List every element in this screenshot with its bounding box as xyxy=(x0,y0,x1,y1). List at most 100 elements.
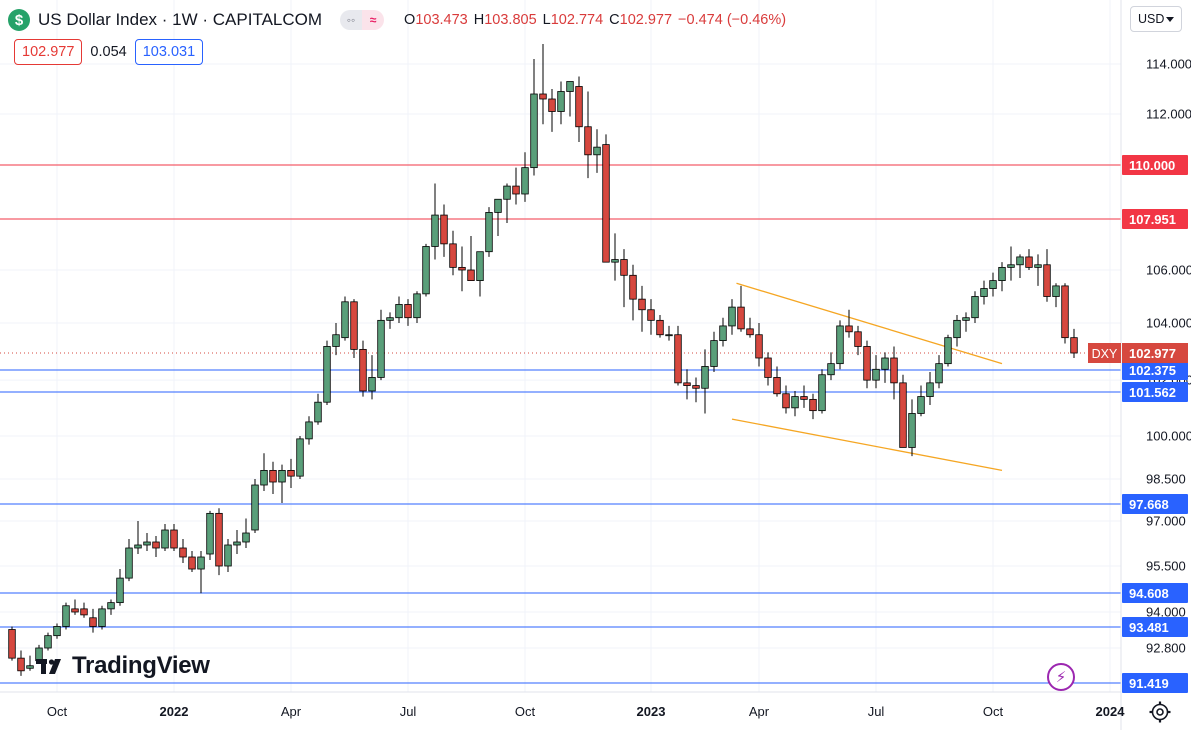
candle-body xyxy=(746,328,754,336)
candle-body xyxy=(323,346,331,403)
low-value: 102.774 xyxy=(550,12,604,28)
candle-body xyxy=(386,317,394,321)
candle xyxy=(386,312,394,329)
candle xyxy=(845,309,853,338)
x-tick-label: 2024 xyxy=(1096,704,1126,719)
change-value: −0.474 (−0.46%) xyxy=(678,12,787,28)
candle-body xyxy=(575,86,583,128)
candle xyxy=(287,458,295,489)
candle-body xyxy=(242,532,250,543)
candle-body xyxy=(881,357,889,370)
chart-type-toggle[interactable]: ◦◦ ≈ xyxy=(340,10,385,30)
currency-select[interactable]: USD xyxy=(1130,6,1182,32)
price-scale[interactable]: 92.80094.00095.50097.00098.500100.000102… xyxy=(1146,57,1191,656)
candle-body xyxy=(143,541,151,546)
candle xyxy=(647,299,655,335)
candle xyxy=(152,536,160,557)
candle xyxy=(188,551,196,573)
candle xyxy=(557,81,565,125)
candle-body xyxy=(719,325,727,341)
candle xyxy=(854,325,862,356)
candle-body xyxy=(1034,264,1042,268)
candle xyxy=(341,296,349,341)
candle-body xyxy=(521,167,529,195)
candle xyxy=(818,369,826,414)
candle xyxy=(449,230,457,276)
candle-body xyxy=(53,626,61,637)
candle xyxy=(260,453,268,492)
candle xyxy=(530,59,538,176)
y-tick-label: 98.500 xyxy=(1146,472,1186,487)
candle-body xyxy=(638,298,646,311)
lightning-icon[interactable]: ⚡ xyxy=(1047,663,1075,691)
candle-body xyxy=(116,577,124,604)
candle xyxy=(413,291,421,323)
candle xyxy=(26,655,34,671)
candle-body xyxy=(62,605,70,627)
candle-body xyxy=(431,214,439,247)
high-value: 103.805 xyxy=(484,12,537,28)
level-label-bg xyxy=(1122,155,1188,175)
symbol-title[interactable]: US Dollar Index · 1W · CAPITALCOM xyxy=(38,10,323,29)
candle-body xyxy=(944,337,952,365)
candle-body xyxy=(890,357,898,384)
current-price-label-bg xyxy=(1122,343,1188,363)
candle-body xyxy=(818,374,826,412)
buy-button[interactable]: 103.031 xyxy=(134,39,204,65)
trendline xyxy=(736,282,1003,365)
spread-value: 0.054 xyxy=(90,44,127,60)
candle-body xyxy=(341,301,349,339)
candle-body xyxy=(377,319,385,378)
time-scale[interactable]: Oct 2022 Apr Jul Oct 2023 Apr Jul Oct 2024 xyxy=(47,704,1125,719)
candle xyxy=(998,262,1006,292)
level-label-bg xyxy=(1122,583,1188,603)
candle-body xyxy=(179,547,187,558)
candle xyxy=(827,352,835,381)
candle-body xyxy=(773,377,781,395)
candle-body xyxy=(206,512,214,555)
wave-toggle-icon[interactable]: ≈ xyxy=(362,10,385,30)
candle-body xyxy=(791,396,799,409)
candle xyxy=(422,243,430,297)
candle xyxy=(584,91,592,179)
candle xyxy=(98,605,106,630)
trade-buttons: 102.977 0.054 103.031 xyxy=(14,39,204,65)
candle xyxy=(917,385,925,417)
candle-body xyxy=(764,357,772,378)
candle-body xyxy=(161,529,169,549)
candle xyxy=(980,280,988,305)
candle-body xyxy=(476,251,484,281)
candle-body xyxy=(845,325,853,333)
candle-body xyxy=(260,469,268,486)
candle xyxy=(269,461,277,495)
candle xyxy=(683,369,691,400)
candle-body xyxy=(665,334,673,337)
candle xyxy=(539,44,547,125)
level-label-bg xyxy=(1122,360,1188,380)
candle xyxy=(1061,283,1069,344)
sell-button[interactable]: 102.977 xyxy=(14,39,83,65)
gear-icon[interactable] xyxy=(1148,700,1172,724)
candle xyxy=(746,317,754,338)
candle xyxy=(611,233,619,281)
candle xyxy=(710,331,718,373)
candle-body xyxy=(530,93,538,169)
candle xyxy=(728,299,736,335)
candle-body xyxy=(413,293,421,319)
candle-body xyxy=(332,334,340,347)
candles xyxy=(8,44,1078,676)
candle xyxy=(440,204,448,257)
candle xyxy=(908,399,916,457)
current-price-label: 102.977 xyxy=(1129,346,1176,361)
candle-body xyxy=(449,243,457,268)
candle xyxy=(233,530,241,554)
candle xyxy=(1025,249,1033,270)
candle-body xyxy=(800,396,808,400)
candle-body xyxy=(872,368,880,381)
candle-body xyxy=(674,334,682,384)
eye-toggle-icon[interactable]: ◦◦ xyxy=(340,10,363,30)
candle-body xyxy=(287,469,295,477)
candle-body xyxy=(233,541,241,546)
candle-body xyxy=(1043,264,1051,297)
